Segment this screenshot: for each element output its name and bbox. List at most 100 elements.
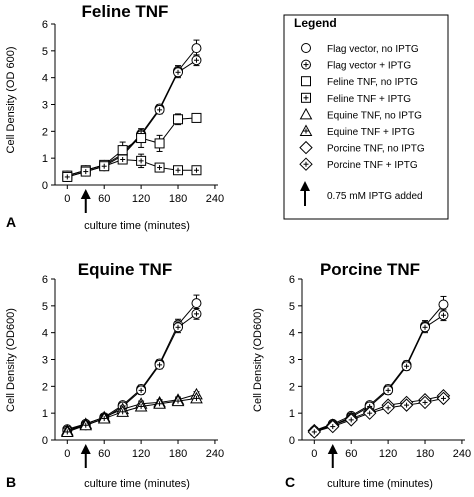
panel-label: C — [285, 474, 295, 490]
legend-title: Legend — [294, 16, 337, 30]
data-point — [191, 298, 202, 309]
y-tick-label: 4 — [289, 328, 295, 340]
data-point — [79, 418, 93, 431]
y-tick-label: 5 — [42, 46, 48, 58]
y-tick-label: 0 — [289, 435, 295, 447]
data-point — [173, 67, 184, 78]
legend: Legend Flag vector, no IPTG Flag vector +… — [283, 14, 449, 220]
data-point — [381, 401, 395, 415]
x-tick-label: 120 — [379, 448, 397, 460]
data-point — [136, 155, 147, 166]
y-tick-label: 6 — [42, 19, 48, 31]
legend-marker — [301, 76, 311, 87]
data-point — [154, 162, 165, 173]
y-tick-label: 0 — [42, 435, 48, 447]
x-tick-label: 60 — [98, 448, 110, 460]
y-tick-label: 3 — [289, 355, 295, 367]
data-point — [62, 171, 73, 182]
panel-feline: Feline TNF Cell Density (OD 600) culture… — [5, 2, 224, 232]
data-point — [191, 112, 202, 123]
iptg-arrow-icon — [80, 444, 91, 468]
data-point — [420, 322, 431, 333]
y-tick-label: 3 — [42, 355, 48, 367]
x-tick-label: 120 — [132, 193, 150, 205]
y-tick-label: 5 — [42, 301, 48, 313]
data-point — [136, 133, 147, 144]
data-point — [191, 165, 202, 176]
data-point — [307, 425, 322, 439]
legend-marker — [299, 140, 313, 155]
panel-equine: Equine TNF Cell Density (OD600) culture … — [5, 260, 224, 490]
legend-label: Equine TNF + IPTG — [327, 127, 415, 138]
legend-arrow-label: 0.75 mM IPTG added — [327, 191, 423, 202]
panel-label: A — [6, 214, 16, 230]
y-tick-label: 1 — [289, 408, 295, 420]
data-point — [191, 308, 202, 319]
data-point — [344, 413, 358, 427]
legend-marker — [301, 59, 311, 70]
data-point — [97, 411, 111, 424]
x-tick-label: 60 — [345, 448, 357, 460]
data-point — [173, 322, 184, 333]
x-axis-label: culture time (minutes) — [84, 478, 190, 490]
y-tick-label: 3 — [42, 100, 48, 112]
legend-marker — [301, 43, 311, 53]
data-point — [154, 138, 165, 149]
y-tick-label: 5 — [289, 301, 295, 313]
legend-marker — [299, 124, 313, 136]
legend-box — [283, 14, 449, 220]
x-tick-label: 240 — [206, 193, 224, 205]
data-point — [191, 43, 202, 54]
y-tick-label: 4 — [42, 73, 48, 85]
data-point — [80, 166, 91, 177]
data-point — [117, 154, 128, 165]
x-tick-label: 180 — [169, 448, 187, 460]
data-point — [326, 419, 340, 434]
legend-label: Flag vector + IPTG — [327, 61, 411, 72]
data-point — [117, 145, 128, 156]
panel-porcine: Porcine TNF Cell Density (OD600) culture… — [252, 260, 471, 490]
chart-title: Equine TNF — [78, 260, 172, 279]
data-point — [116, 405, 130, 417]
y-tick-label: 2 — [289, 381, 295, 393]
data-point — [173, 165, 184, 176]
x-tick-label: 0 — [64, 448, 70, 460]
y-tick-label: 6 — [42, 274, 48, 286]
y-axis-label: Cell Density (OD600) — [5, 308, 17, 412]
legend-label: Flag vector, no IPTG — [327, 44, 419, 55]
data-point — [190, 391, 203, 404]
x-tick-label: 240 — [453, 448, 471, 460]
y-tick-label: 0 — [42, 180, 48, 192]
legend-arrow-icon — [300, 181, 310, 206]
legend-marker — [301, 92, 311, 103]
data-point — [171, 394, 185, 407]
data-point — [436, 391, 451, 406]
data-point — [438, 299, 449, 310]
data-point — [153, 397, 166, 409]
x-tick-label: 180 — [169, 193, 187, 205]
x-tick-label: 0 — [311, 448, 317, 460]
x-tick-label: 0 — [64, 193, 70, 205]
y-tick-label: 1 — [42, 408, 48, 420]
chart-title: Porcine TNF — [320, 260, 420, 279]
chart-title: Feline TNF — [82, 2, 169, 21]
legend-label: Feline TNF + IPTG — [327, 94, 411, 105]
data-point — [383, 385, 394, 396]
data-point — [173, 114, 184, 125]
data-point — [399, 398, 414, 412]
data-point — [418, 395, 432, 410]
y-tick-label: 4 — [42, 328, 48, 340]
data-point — [154, 359, 165, 370]
y-tick-label: 2 — [42, 381, 48, 393]
data-point — [154, 104, 165, 115]
iptg-arrow-icon — [80, 189, 91, 213]
x-tick-label: 180 — [416, 448, 434, 460]
data-point — [99, 161, 110, 172]
data-point — [136, 385, 147, 396]
data-point — [362, 406, 377, 420]
legend-label: Feline TNF, no IPTG — [327, 77, 418, 88]
legend-marker — [299, 107, 313, 120]
panel-label: B — [6, 474, 16, 490]
y-tick-label: 2 — [42, 126, 48, 138]
